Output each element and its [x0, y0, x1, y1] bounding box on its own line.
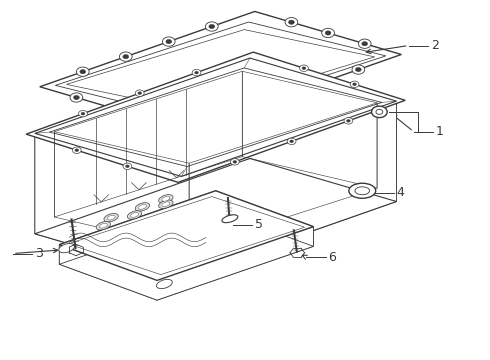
Circle shape	[322, 28, 334, 38]
Circle shape	[325, 31, 331, 35]
Text: 3: 3	[35, 247, 43, 260]
Ellipse shape	[96, 221, 111, 230]
Circle shape	[78, 111, 87, 117]
Text: 2: 2	[431, 39, 439, 52]
Ellipse shape	[107, 215, 115, 220]
Circle shape	[346, 120, 350, 122]
Circle shape	[107, 104, 120, 113]
Circle shape	[75, 149, 79, 152]
Polygon shape	[157, 226, 314, 300]
Circle shape	[135, 90, 144, 96]
Ellipse shape	[162, 197, 170, 201]
Polygon shape	[59, 244, 157, 300]
Circle shape	[123, 163, 132, 170]
Circle shape	[362, 41, 368, 46]
Polygon shape	[181, 101, 396, 277]
Ellipse shape	[159, 195, 173, 203]
Text: 5: 5	[255, 218, 263, 231]
Ellipse shape	[127, 211, 142, 219]
Ellipse shape	[159, 200, 173, 208]
Ellipse shape	[135, 203, 149, 211]
Circle shape	[309, 80, 322, 89]
Circle shape	[233, 161, 237, 163]
Circle shape	[230, 159, 239, 165]
Ellipse shape	[130, 213, 139, 217]
Ellipse shape	[104, 213, 118, 222]
Polygon shape	[35, 58, 250, 234]
Circle shape	[358, 39, 371, 48]
Circle shape	[166, 40, 171, 44]
Ellipse shape	[349, 183, 376, 198]
Circle shape	[123, 54, 129, 59]
Polygon shape	[40, 12, 401, 130]
Circle shape	[80, 69, 86, 74]
Text: 6: 6	[328, 251, 336, 264]
Circle shape	[266, 95, 279, 104]
Circle shape	[355, 67, 361, 72]
Ellipse shape	[355, 187, 369, 195]
Ellipse shape	[99, 223, 107, 228]
Circle shape	[289, 20, 294, 24]
Circle shape	[120, 52, 132, 61]
Circle shape	[209, 24, 215, 29]
Circle shape	[313, 82, 318, 87]
Polygon shape	[59, 191, 314, 280]
Circle shape	[70, 93, 83, 102]
Circle shape	[73, 147, 81, 153]
Circle shape	[144, 114, 156, 124]
Ellipse shape	[162, 202, 170, 207]
Ellipse shape	[59, 243, 74, 253]
Circle shape	[81, 112, 85, 115]
Circle shape	[344, 118, 353, 124]
Circle shape	[290, 140, 294, 143]
Circle shape	[74, 95, 79, 100]
Polygon shape	[59, 191, 216, 264]
Circle shape	[302, 67, 306, 69]
Ellipse shape	[156, 279, 172, 289]
Circle shape	[352, 65, 365, 74]
Polygon shape	[26, 52, 405, 183]
Circle shape	[76, 67, 89, 76]
Polygon shape	[59, 211, 314, 300]
Ellipse shape	[222, 215, 238, 223]
Polygon shape	[35, 158, 396, 277]
Polygon shape	[35, 134, 181, 277]
Circle shape	[125, 165, 129, 168]
Circle shape	[371, 106, 387, 118]
Circle shape	[110, 106, 116, 111]
Circle shape	[195, 71, 198, 74]
Circle shape	[353, 83, 357, 86]
Circle shape	[162, 37, 175, 46]
Circle shape	[287, 138, 296, 145]
Circle shape	[138, 92, 142, 95]
Circle shape	[226, 113, 232, 117]
Text: 4: 4	[396, 186, 404, 199]
Circle shape	[223, 110, 236, 120]
Circle shape	[285, 18, 298, 27]
Circle shape	[192, 69, 201, 76]
Polygon shape	[250, 58, 396, 202]
Polygon shape	[216, 191, 314, 246]
Circle shape	[270, 98, 275, 102]
Circle shape	[350, 81, 359, 87]
Circle shape	[376, 109, 383, 114]
Circle shape	[147, 117, 153, 121]
Text: 1: 1	[436, 125, 443, 138]
Ellipse shape	[138, 204, 147, 209]
Circle shape	[299, 65, 308, 71]
Circle shape	[205, 22, 218, 31]
Polygon shape	[35, 58, 396, 176]
